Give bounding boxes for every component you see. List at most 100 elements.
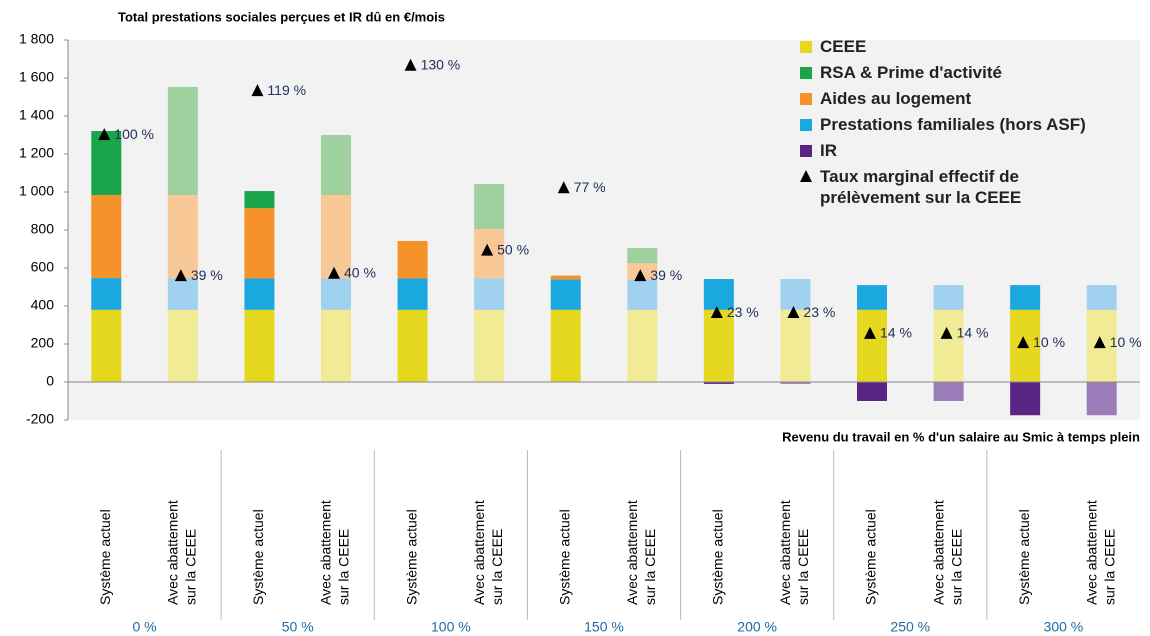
bar-segment	[167, 195, 198, 279]
bar-segment	[244, 309, 275, 382]
x-tick-label: Avec abattement	[930, 500, 946, 605]
bar-segment	[1010, 382, 1041, 416]
bar-segment	[397, 309, 428, 382]
bar-segment	[703, 309, 734, 382]
data-label: 14 %	[957, 325, 989, 341]
data-label: 119 %	[267, 82, 306, 98]
data-label: 39 %	[191, 267, 223, 283]
chart-title: Total prestations sociales perçues et IR…	[118, 9, 445, 24]
bar-segment	[857, 285, 887, 310]
bar-segment	[91, 131, 122, 196]
group-label: 300 %	[1044, 619, 1084, 635]
bar-segment	[397, 241, 428, 279]
bar-segment	[780, 382, 811, 384]
bar-segment	[474, 278, 505, 310]
x-tick-label: Système actuel	[97, 509, 113, 605]
group-label: 150 %	[584, 619, 624, 635]
data-label: 14 %	[880, 325, 912, 341]
bar-segment	[857, 382, 887, 401]
legend-label: CEEE	[820, 37, 867, 56]
legend-item: Aides au logement	[800, 88, 1145, 109]
legend-swatch	[800, 145, 812, 157]
bar-segment	[780, 279, 811, 310]
x-tick-label: sur la CEEE	[489, 529, 505, 605]
x-axis-title: Revenu du travail en % d'un salaire au S…	[782, 429, 1140, 444]
legend-item: IR	[800, 140, 1145, 161]
data-label: 39 %	[650, 267, 682, 283]
data-label: 40 %	[344, 264, 376, 280]
bar-segment	[474, 309, 505, 382]
y-tick-label: 1 800	[19, 31, 54, 47]
marker	[251, 84, 264, 97]
legend-swatch	[800, 170, 812, 182]
bar-segment	[1010, 285, 1041, 310]
bar-segment	[91, 278, 122, 310]
x-tick-label: sur la CEEE	[795, 529, 811, 605]
y-tick-label: 0	[46, 373, 54, 389]
bar-segment	[244, 278, 275, 310]
x-tick-label: Système actuel	[1016, 509, 1032, 605]
x-tick-label: Avec abattement	[318, 500, 334, 605]
marker	[787, 306, 800, 319]
legend-item: RSA & Prime d'activité	[800, 62, 1145, 83]
bar-segment	[933, 309, 964, 382]
y-tick-label: 1 000	[19, 183, 54, 199]
y-tick-label: 1 200	[19, 145, 54, 161]
y-tick-label: 1 400	[19, 107, 54, 123]
bar-segment	[857, 309, 887, 382]
legend-item: Prestations familiales (hors ASF)	[800, 114, 1145, 135]
legend-swatch	[800, 119, 812, 131]
y-tick-label: 1 600	[19, 69, 54, 85]
bar-segment	[627, 309, 658, 382]
group-label: 250 %	[890, 619, 930, 635]
group-label: 0 %	[133, 619, 157, 635]
data-label: 23 %	[727, 304, 759, 320]
bar-segment	[167, 86, 198, 196]
x-tick-label: sur la CEEE	[336, 529, 352, 605]
marker	[328, 266, 340, 279]
marker	[1093, 336, 1106, 349]
x-tick-label: Système actuel	[863, 509, 879, 605]
marker	[634, 269, 647, 282]
bar-segment	[627, 279, 658, 310]
marker	[98, 128, 111, 141]
bar-segment	[550, 275, 581, 280]
y-tick-label: 600	[31, 259, 55, 275]
legend: CEEE RSA & Prime d'activité Aides au logem…	[800, 36, 1145, 213]
bar-segment	[933, 382, 964, 401]
x-tick-label: sur la CEEE	[1101, 529, 1117, 605]
bar-segment	[550, 309, 581, 382]
marker	[481, 243, 494, 256]
x-tick-label: sur la CEEE	[642, 529, 658, 605]
data-label: 23 %	[803, 304, 835, 320]
bar-segment	[321, 135, 351, 196]
bar-segment	[91, 309, 122, 382]
bar-segment	[321, 309, 351, 382]
x-tick-label: sur la CEEE	[948, 529, 964, 605]
bar-segment	[167, 278, 198, 310]
data-label: 130 %	[421, 56, 461, 72]
bar-segment	[397, 278, 428, 310]
bar-segment	[321, 195, 351, 279]
legend-label: Taux marginal effectif de prélèvement su…	[820, 167, 1022, 207]
x-tick-label: Système actuel	[556, 509, 572, 605]
bar-segment	[1086, 382, 1117, 416]
data-label: 10 %	[1110, 334, 1142, 350]
marker	[174, 269, 187, 282]
marker	[404, 58, 417, 71]
x-tick-label: Système actuel	[403, 509, 419, 605]
x-tick-label: Avec abattement	[165, 500, 181, 605]
data-label: 10 %	[1033, 334, 1065, 350]
y-tick-label: 200	[31, 335, 55, 351]
legend-label: IR	[820, 141, 837, 160]
y-tick-label: -200	[26, 411, 54, 427]
bar-segment	[550, 279, 581, 310]
data-label: 100 %	[114, 126, 154, 142]
legend-item: CEEE	[800, 36, 1145, 57]
bar-segment	[244, 191, 275, 209]
legend-item: Taux marginal effectif de prélèvement su…	[800, 166, 1145, 208]
x-tick-label: Avec abattement	[1083, 500, 1099, 605]
bar-segment	[321, 278, 351, 310]
legend-swatch	[800, 93, 812, 105]
data-label: 77 %	[574, 179, 606, 195]
